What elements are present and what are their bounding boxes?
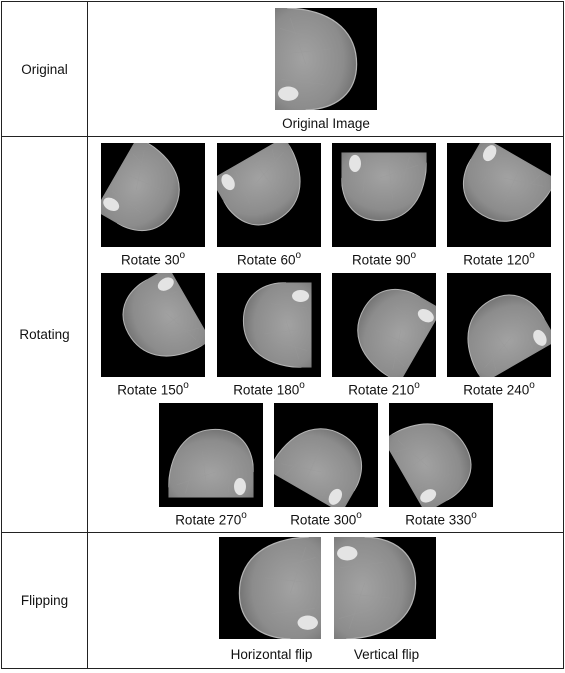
rotation-caption-text: Rotate 60	[236, 252, 296, 268]
rotation-caption: Rotate 30o	[101, 250, 205, 268]
degree-symbol: o	[414, 380, 420, 391]
rotation-caption: Rotate 270o	[159, 510, 263, 528]
rotation-image	[389, 403, 493, 507]
rotation-caption-text: Rotate 30	[120, 252, 180, 268]
rotation-caption: Rotate 120o	[447, 250, 551, 268]
flip-figure-horizontal: Horizontal flip	[219, 537, 324, 665]
rotation-image	[447, 143, 551, 247]
rotation-image	[101, 273, 205, 377]
rotation-image	[332, 143, 436, 247]
row-label-original: Original	[1, 1, 88, 137]
flip-caption-horizontal: Horizontal flip	[230, 647, 313, 662]
degree-symbol: o	[179, 250, 186, 261]
original-content: Original Image	[87, 1, 564, 137]
rotation-caption: Rotate 330o	[389, 510, 493, 528]
flip-image-vertical	[334, 537, 436, 639]
rotation-figure: Rotate 120o	[447, 143, 551, 271]
original-figure: Original Image	[275, 8, 377, 136]
rotation-figure: Rotate 300o	[274, 403, 378, 531]
degree-symbol: o	[471, 510, 477, 521]
rotation-caption: Rotate 180o	[217, 380, 321, 398]
rotation-figure: Rotate 150o	[101, 273, 205, 401]
degree-symbol: o	[356, 510, 362, 521]
rotation-image	[101, 143, 205, 247]
original-image	[275, 8, 377, 110]
degree-symbol: o	[241, 510, 247, 521]
row-label-flipping: Flipping	[1, 532, 88, 669]
flip-image-horizontal	[219, 537, 321, 639]
rotation-image	[274, 403, 378, 507]
rotation-caption: Rotate 90o	[332, 250, 436, 268]
rotation-figure: Rotate 60o	[217, 143, 321, 271]
rotation-caption-text: Rotate 240	[463, 382, 530, 398]
degree-symbol: o	[183, 380, 189, 391]
rotation-figure: Rotate 210o	[332, 273, 436, 401]
rotation-caption-text: Rotate 330	[405, 512, 472, 528]
rotation-figure: Rotate 240o	[447, 273, 551, 401]
rotation-caption-text: Rotate 210	[348, 382, 415, 398]
degree-symbol: o	[299, 380, 305, 391]
degree-symbol: o	[529, 380, 535, 391]
rotation-caption-text: Rotate 90	[351, 252, 411, 268]
flipping-content: Horizontal flip Vertical flip	[87, 532, 564, 669]
rotation-caption-text: Rotate 150	[117, 382, 184, 398]
rotation-caption-text: Rotate 270	[175, 512, 242, 528]
rotation-caption: Rotate 240o	[447, 380, 551, 398]
rotation-figure: Rotate 30o	[101, 143, 205, 271]
original-caption: Original Image	[282, 116, 370, 131]
rotation-figure: Rotate 180o	[217, 273, 321, 401]
rotation-figure: Rotate 330o	[389, 403, 493, 531]
rotation-caption: Rotate 210o	[332, 380, 436, 398]
row-original: Original Original Image	[1, 1, 564, 137]
rotation-image	[159, 403, 263, 507]
rotation-caption: Rotate 60o	[217, 250, 321, 268]
rotation-caption: Rotate 300o	[274, 510, 378, 528]
row-flipping: Flipping Horizontal flip Vertical flip	[1, 532, 564, 669]
degree-symbol: o	[295, 250, 302, 261]
rotation-caption-text: Rotate 120	[463, 252, 530, 268]
rotation-image	[447, 273, 551, 377]
row-label-rotating: Rotating	[1, 136, 88, 533]
rotation-caption-text: Rotate 180	[233, 382, 300, 398]
flip-caption-vertical: Vertical flip	[353, 647, 420, 662]
flip-figure-vertical: Vertical flip	[334, 537, 439, 665]
row-rotating: Rotating Rotate 30o Rotate 60o Rotate 90o R…	[1, 136, 564, 533]
rotating-content: Rotate 30o Rotate 60o Rotate 90o Rotate 120…	[87, 136, 564, 533]
rotation-image	[217, 143, 321, 247]
degree-symbol: o	[529, 250, 535, 261]
rotation-figure: Rotate 270o	[159, 403, 263, 531]
rotation-image	[332, 273, 436, 377]
rotation-image	[217, 273, 321, 377]
degree-symbol: o	[410, 250, 417, 261]
rotation-caption: Rotate 150o	[101, 380, 205, 398]
rotation-figure: Rotate 90o	[332, 143, 436, 271]
rotation-caption-text: Rotate 300	[290, 512, 357, 528]
